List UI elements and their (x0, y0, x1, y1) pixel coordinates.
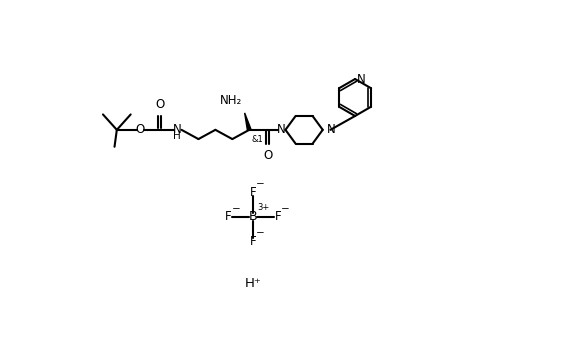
Text: NH₂: NH₂ (220, 95, 242, 107)
Text: −: − (256, 228, 265, 238)
Text: O: O (263, 149, 272, 162)
Text: &1: &1 (251, 135, 263, 144)
Text: N: N (357, 73, 366, 86)
Text: F: F (275, 210, 281, 223)
Text: F: F (250, 186, 256, 199)
Text: N: N (277, 123, 286, 136)
Text: F: F (225, 210, 232, 223)
Text: −: − (232, 204, 241, 214)
Text: −: − (281, 204, 290, 214)
Text: B: B (249, 210, 258, 223)
Text: −: − (256, 179, 265, 189)
Text: H: H (173, 131, 181, 141)
Text: N: N (327, 123, 335, 136)
Text: N: N (173, 123, 181, 136)
Text: F: F (250, 235, 256, 248)
Text: O: O (155, 98, 165, 110)
Text: O: O (135, 123, 144, 136)
Text: 3+: 3+ (258, 203, 270, 212)
Text: H⁺: H⁺ (245, 277, 261, 290)
Polygon shape (245, 113, 251, 130)
